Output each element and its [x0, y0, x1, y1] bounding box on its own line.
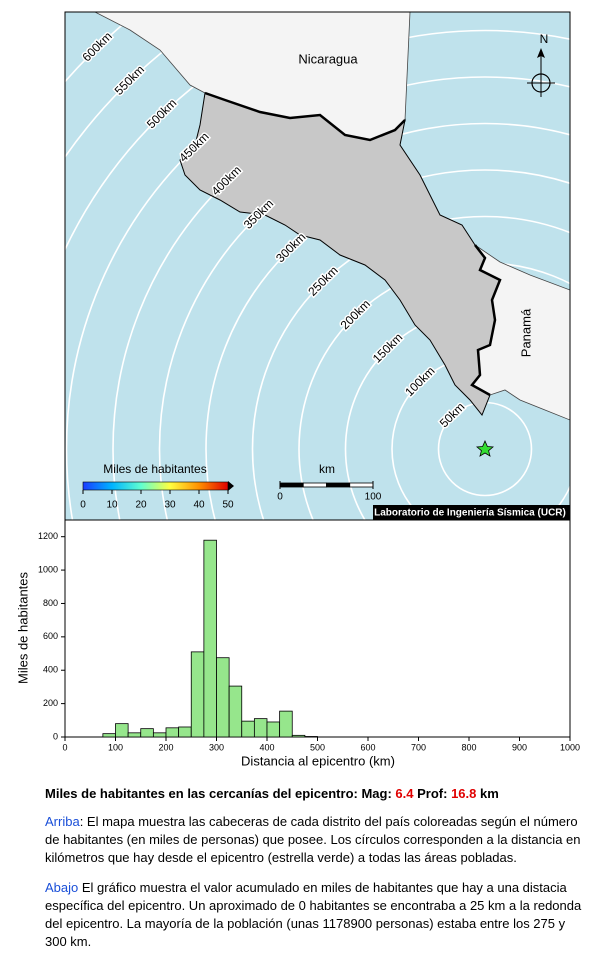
bar	[115, 723, 129, 738]
bar	[216, 657, 230, 738]
colorbar-tick-label: 50	[222, 500, 234, 511]
scale-segment	[326, 482, 351, 488]
distance-ring	[65, 29, 570, 520]
distance-ring	[112, 76, 570, 520]
colorbar-tick-label: 10	[106, 500, 118, 511]
bar	[228, 685, 243, 738]
depth-unit: km	[480, 786, 499, 801]
distance-ring	[205, 169, 570, 520]
y-tick-label: 0	[53, 731, 58, 741]
bar	[291, 734, 306, 738]
scale-tick-label: 0	[277, 492, 283, 503]
x-tick-label: 300	[209, 742, 224, 752]
summary: Miles de habitantes en las cercanías del…	[45, 785, 585, 803]
x-axis-label: Distancia al epicentro (km)	[241, 753, 395, 768]
x-tick-label: 100	[108, 742, 123, 752]
map: 50km100km150km200km250km300km350km400km4…	[65, 12, 570, 520]
country-label: Nicaragua	[298, 51, 358, 66]
bar	[152, 732, 167, 738]
x-tick-label: 700	[411, 742, 426, 752]
bar	[190, 651, 205, 738]
paragraph-text: : El mapa muestra las cabeceras de cada …	[45, 814, 581, 865]
summary-heading: Miles de habitantes en las cercanías del…	[45, 786, 392, 801]
scale-segment	[279, 482, 304, 488]
bar	[178, 726, 192, 738]
y-tick-label: 600	[43, 631, 58, 641]
figure: 50km100km150km200km250km300km350km400km4…	[15, 11, 580, 768]
colorbar-tick-label: 20	[135, 500, 147, 511]
paragraph-lead: Abajo	[45, 880, 79, 895]
paragraph-text: El gráfico muestra el valor acumulado en…	[45, 880, 582, 949]
y-tick-label: 800	[43, 598, 58, 608]
x-tick-label: 0	[62, 742, 67, 752]
bar	[102, 733, 116, 738]
y-tick-label: 1200	[38, 531, 58, 541]
y-tick-label: 200	[43, 698, 58, 708]
distance-ring	[251, 215, 570, 520]
plot-frame	[64, 519, 571, 738]
bar	[266, 721, 281, 738]
x-tick-label: 900	[512, 742, 527, 752]
y-tick-label: 1000	[38, 564, 58, 574]
colorbar-arrow	[228, 481, 234, 491]
credit: Laboratorio de Ingeniería Sísmica (UCR)	[374, 508, 566, 519]
histogram: Distancia al epicentro (km) Miles de hab…	[15, 519, 580, 768]
magnitude: 6.4	[395, 786, 414, 801]
bar	[253, 718, 268, 738]
bar	[241, 720, 255, 738]
colorbar-tick-label: 0	[80, 500, 86, 511]
y-tick-label: 400	[43, 665, 58, 675]
depth: 16.8	[451, 786, 477, 801]
paragraph: Arriba: El mapa muestra las cabeceras de…	[45, 813, 585, 867]
legend: Miles de habitantes km 0 10 20 30 40 50 0 100	[80, 462, 382, 510]
distance-ring	[158, 122, 570, 520]
colorbar-title: Miles de habitantes	[103, 462, 206, 476]
paragraph-lead: Arriba	[45, 814, 80, 829]
southern-border	[470, 244, 502, 397]
y-axis-label: Miles de habitantes	[15, 571, 30, 684]
colorbar-tick-label: 30	[164, 500, 176, 511]
bar	[203, 539, 217, 738]
northern-border	[204, 91, 406, 142]
scale-segment	[349, 482, 374, 488]
scale-title: km	[319, 462, 335, 476]
compass: N	[527, 32, 555, 97]
colorbar-tick-label: 40	[193, 500, 205, 511]
epicenter-star	[476, 439, 494, 457]
north-label: N	[540, 32, 549, 46]
x-tick-label: 1000	[560, 742, 580, 752]
x-tick-label: 600	[360, 742, 375, 752]
bar	[304, 736, 318, 738]
paragraph: Abajo El gráfico muestra el valor acumul…	[45, 879, 585, 951]
bar	[127, 732, 142, 738]
scale-tick-label: 100	[365, 492, 382, 503]
x-tick-label: 500	[310, 742, 325, 752]
credit-box	[373, 505, 570, 520]
scale-segment	[302, 482, 327, 488]
description: Miles de habitantes en las cercanías del…	[45, 785, 585, 963]
x-tick-label: 400	[259, 742, 274, 752]
colorbar	[82, 481, 229, 491]
bar	[165, 727, 180, 738]
bar	[140, 728, 154, 738]
x-tick-label: 200	[158, 742, 173, 752]
country-label: Panamá	[518, 308, 533, 357]
bar	[279, 710, 293, 738]
x-tick-label: 800	[461, 742, 476, 752]
depth-label: Prof:	[417, 786, 448, 801]
